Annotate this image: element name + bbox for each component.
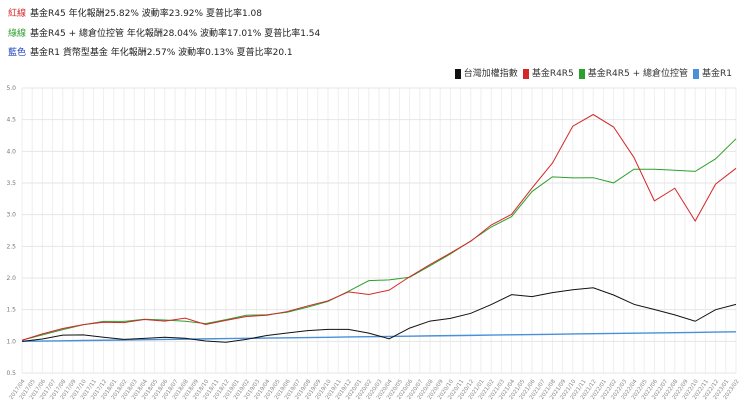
- y-tick-label: 5.0: [6, 85, 16, 92]
- legend-item[interactable]: 基金R1: [693, 66, 732, 79]
- legend-item[interactable]: 台灣加權指數: [454, 66, 518, 79]
- y-tick-label: 3.5: [6, 180, 16, 187]
- note-red: 紅線 基金R45 年化報酬25.82% 波動率23.92% 夏普比率1.08: [8, 6, 262, 19]
- y-tick-label: 1.0: [6, 338, 16, 345]
- legend-label: 基金R1: [702, 69, 732, 79]
- legend-swatch: [454, 68, 461, 79]
- series-line-3: [21, 331, 737, 343]
- note-tag: 綠線: [8, 29, 27, 39]
- y-tick-label: 0.5: [6, 370, 16, 377]
- note-tag: 紅線: [8, 9, 27, 19]
- note-blue: 藍色 基金R1 貨幣型基金 年化報酬2.57% 波動率0.13% 夏普比率20.1: [8, 45, 293, 58]
- y-tick-label: 1.5: [6, 307, 16, 314]
- y-tick-label: 4.0: [6, 148, 16, 155]
- legend-item[interactable]: 基金R4R5: [522, 66, 574, 79]
- note-text: 基金R45 + 總倉位控管 年化報酬28.04% 波動率17.01% 夏普比率1…: [30, 29, 321, 39]
- y-tick-label: 2.0: [6, 275, 16, 282]
- y-tick-label: 2.5: [6, 243, 16, 250]
- legend-label: 基金R4R5: [531, 69, 574, 79]
- legend-label: 台灣加權指數: [463, 69, 518, 79]
- legend-swatch: [522, 68, 529, 79]
- y-tick-label: 4.5: [6, 117, 16, 124]
- series-line-1: [21, 113, 737, 341]
- chart-legend: 台灣加權指數 基金R4R5 基金R4R5 + 總倉位控管 基金R1: [454, 66, 732, 79]
- legend-swatch: [578, 68, 585, 79]
- y-tick-label: 3.0: [6, 212, 16, 219]
- note-text: 基金R45 年化報酬25.82% 波動率23.92% 夏普比率1.08: [30, 9, 262, 19]
- note-text: 基金R1 貨幣型基金 年化報酬2.57% 波動率0.13% 夏普比率20.1: [30, 48, 293, 58]
- series-line-0: [21, 287, 737, 343]
- note-tag: 藍色: [8, 48, 27, 58]
- legend-swatch: [693, 68, 700, 79]
- legend-item[interactable]: 基金R4R5 + 總倉位控管: [578, 66, 689, 79]
- legend-label: 基金R4R5 + 總倉位控管: [587, 69, 689, 79]
- note-green: 綠線 基金R45 + 總倉位控管 年化報酬28.04% 波動率17.01% 夏普比…: [8, 26, 320, 39]
